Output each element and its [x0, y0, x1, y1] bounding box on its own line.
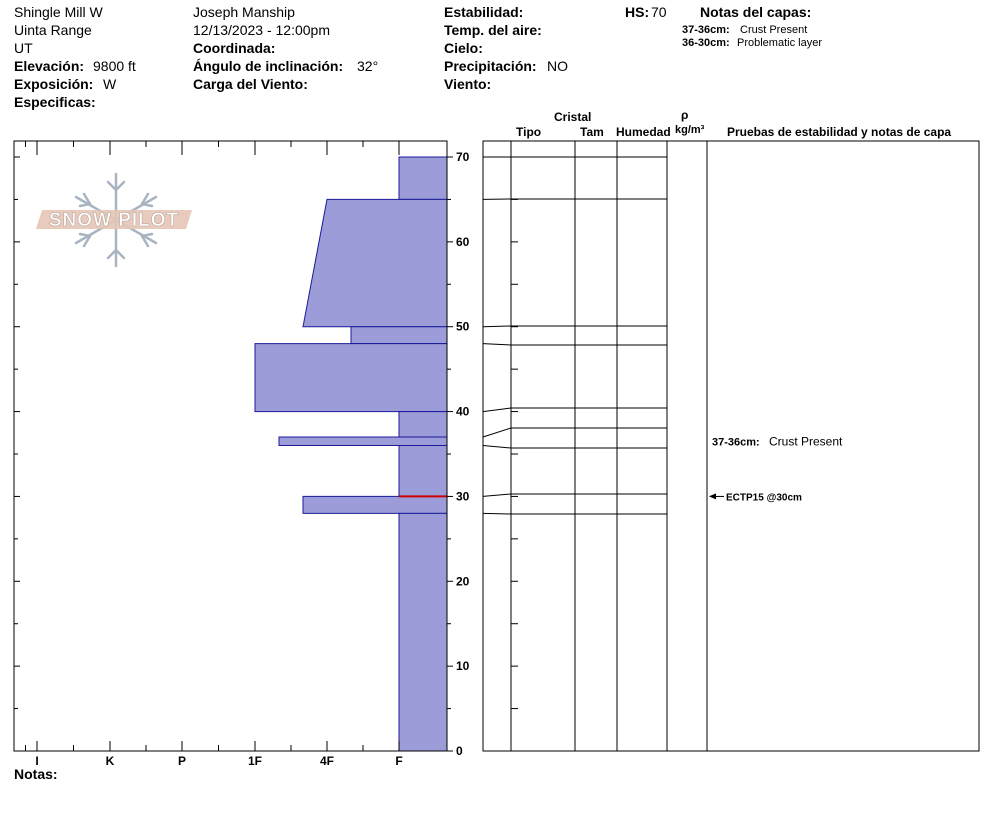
hardness-label-F: F [395, 754, 402, 768]
hardness-layer-8 [302, 495, 448, 514]
stability-label: Estabilidad: [444, 4, 524, 20]
height-label-40: 40 [456, 405, 470, 419]
hs-value: 70 [651, 4, 667, 20]
logo-text: SNOW PILOT [49, 210, 179, 231]
hardness-label-P: P [178, 754, 186, 768]
layer-connector-37 [482, 427, 512, 438]
height-label-50: 50 [456, 320, 470, 334]
wind-load-label: Carga del Viento: [193, 76, 308, 92]
specifics-label: Especificas: [14, 94, 96, 110]
annotation-1-label: 37-36cm: [712, 436, 760, 448]
hardness-label-1F: 1F [248, 754, 262, 768]
hardness-layer-2 [302, 198, 448, 328]
observation-datetime: 12/13/2023 - 12:00pm [193, 22, 330, 38]
crystal-header: Cristal [554, 110, 592, 124]
state-name: UT [14, 40, 33, 56]
slope-value: 32° [357, 58, 379, 74]
precip-value: NO [547, 58, 568, 74]
snowpilot-logo: SNOW PILOT [36, 172, 192, 268]
hardness-label-K: K [106, 754, 115, 768]
height-label-70: 70 [456, 150, 470, 164]
size-header: Tam [580, 125, 604, 139]
hs-label: HS: [625, 4, 650, 20]
aspect-label: Exposición: [14, 76, 94, 92]
layer-note-2-text: Problematic layer [737, 37, 822, 49]
hardness-layer-4 [254, 343, 448, 413]
hardness-label-I: I [35, 754, 38, 768]
wind-label: Viento: [444, 76, 492, 92]
height-label-10: 10 [456, 659, 470, 673]
hardness-layer-6 [278, 436, 448, 447]
air-temp-label: Temp. del aire: [444, 22, 542, 38]
layer-connector-28 [482, 512, 512, 515]
density-unit-header: kg/m³ [675, 124, 705, 136]
aspect-value: W [103, 76, 117, 92]
coordinate-label: Coordinada: [193, 40, 276, 56]
layer-notes-label: Notas del capas: [700, 4, 812, 20]
height-label-60: 60 [456, 235, 470, 249]
hardness-layer-1 [398, 156, 448, 200]
observer-name: Joseph Manship [193, 4, 295, 20]
height-label-30: 30 [456, 489, 470, 503]
sky-label: Cielo: [444, 40, 483, 56]
type-header: Tipo [516, 125, 542, 139]
layer-note-2-range: 36-30cm: [682, 37, 730, 49]
layer-note-1-text: Crust Present [740, 24, 808, 36]
hardness-frame [13, 140, 448, 752]
rho-header: ρ [681, 108, 689, 122]
ect-arrow-icon [709, 493, 716, 500]
layer-connector-48 [482, 343, 512, 346]
tests-header: Pruebas de estabilidad y notas de capa [727, 125, 952, 139]
elevation-value: 9800 ft [93, 58, 136, 74]
layer-connector-50 [482, 325, 512, 328]
hardness-layer-9 [398, 512, 448, 752]
annotation-1-text: Crust Present [769, 434, 843, 448]
height-label-20: 20 [456, 574, 470, 588]
precip-label: Precipitación: [444, 58, 537, 74]
layer-connector-30 [482, 493, 512, 497]
hardness-layer-5 [398, 411, 448, 438]
notes-label: Notas: [14, 766, 58, 782]
location-name: Shingle Mill W [14, 4, 103, 20]
layer-note-1-range: 37-36cm: [682, 24, 730, 36]
hardness-layer-3 [350, 326, 448, 345]
moisture-header: Humedad [616, 125, 671, 139]
ect-test-label: ECTP15 @30cm [726, 492, 802, 503]
layer-connector-40 [482, 407, 512, 413]
layer-connector-36 [482, 445, 512, 449]
slope-label: Ángulo de inclinación: [193, 58, 344, 74]
hardness-label-4F: 4F [320, 754, 334, 768]
range-name: Uinta Range [14, 22, 92, 38]
elevation-label: Elevación: [14, 58, 85, 74]
hardness-layer-7 [398, 445, 448, 497]
height-label-0: 0 [456, 744, 463, 758]
